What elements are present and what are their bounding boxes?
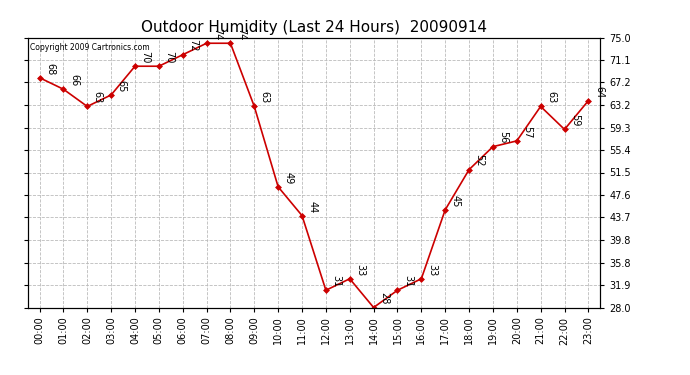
Text: Copyright 2009 Cartronics.com: Copyright 2009 Cartronics.com	[30, 43, 150, 52]
Text: 28: 28	[380, 292, 389, 305]
Text: 56: 56	[498, 132, 509, 144]
Text: 31: 31	[331, 275, 342, 288]
Text: 52: 52	[475, 154, 484, 167]
Text: 64: 64	[594, 86, 604, 98]
Text: 65: 65	[117, 80, 127, 92]
Text: 49: 49	[284, 172, 294, 184]
Text: 74: 74	[212, 28, 222, 40]
Text: 45: 45	[451, 195, 461, 207]
Text: 66: 66	[69, 74, 79, 86]
Text: 70: 70	[164, 51, 175, 63]
Text: 57: 57	[522, 126, 533, 138]
Text: 74: 74	[236, 28, 246, 40]
Text: 63: 63	[546, 92, 556, 104]
Text: 68: 68	[45, 63, 55, 75]
Text: 44: 44	[308, 201, 317, 213]
Text: 33: 33	[355, 264, 365, 276]
Text: 63: 63	[93, 92, 103, 104]
Text: 31: 31	[403, 275, 413, 288]
Text: 33: 33	[427, 264, 437, 276]
Title: Outdoor Humidity (Last 24 Hours)  20090914: Outdoor Humidity (Last 24 Hours) 2009091…	[141, 20, 487, 35]
Text: 59: 59	[570, 114, 580, 127]
Text: 70: 70	[141, 51, 150, 63]
Text: 72: 72	[188, 39, 198, 52]
Text: 63: 63	[260, 92, 270, 104]
